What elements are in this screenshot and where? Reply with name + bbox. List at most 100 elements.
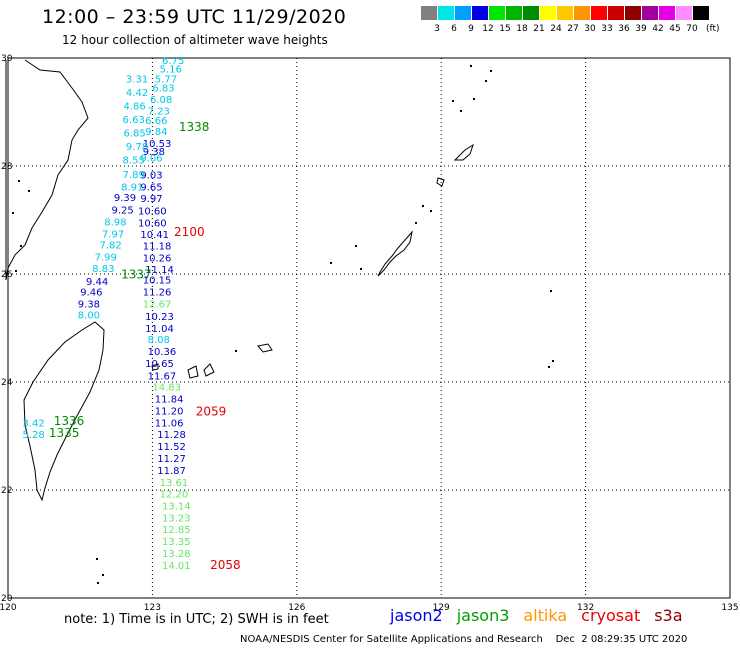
wave-height-value: 6.63 [123,115,145,126]
legend-label: 21 [533,24,545,34]
wave-height-value: 11.52 [157,442,186,453]
wave-height-value: 4.42 [126,88,148,99]
wave-height-value: 6.66 [145,116,167,127]
wave-height-value: 11.84 [155,395,184,406]
pass-time-label: 1335 [49,426,80,440]
islet [550,290,552,292]
satellite-legend: jason2 jason3 altika cryosat s3a [390,606,697,625]
legend-label: 39 [635,24,647,34]
legend-swatch [523,6,539,20]
legend-label: 70 [686,24,698,34]
legend-label: 27 [567,24,579,34]
wave-height-value: 12.67 [143,299,172,310]
islet [360,268,362,270]
wave-height-value: 8.08 [148,335,170,346]
pass-time-label: 1337 [121,267,152,281]
wave-height-value: 5.16 [160,65,182,76]
wave-height-value: 3.31 [126,74,148,85]
legend-swatch [625,6,641,20]
credit-line: NOAA/NESDIS Center for Satellite Applica… [240,634,688,645]
lon-tick-label: 135 [721,603,738,613]
wave-height-value: 9.84 [145,127,167,138]
wave-height-value: 9.38 [143,147,165,158]
lon-tick-label: 120 [0,603,17,613]
wave-height-value: 11.04 [145,324,174,335]
wave-height-value: 5.28 [22,430,44,441]
satellite-jason2: jason2 [390,606,443,625]
wave-height-value: 9.25 [111,206,133,217]
islet [96,558,98,560]
taiwan-coastline [23,321,105,502]
pass-time-label: 1338 [179,120,210,134]
lat-tick-label: 22 [1,486,12,496]
lat-tick-label: 30 [1,54,13,64]
yakushima-coastline [436,177,445,187]
lon-tick-label: 129 [433,603,450,613]
legend-swatch [472,6,488,20]
wave-height-value: 6.08 [150,95,172,106]
wave-height-value: 7.23 [148,107,170,118]
legend-swatch [421,6,437,20]
wave-height-value: 10.60 [138,207,167,218]
wave-height-value: 11.87 [157,466,186,477]
islet [415,222,417,224]
legend-swatch [591,6,607,20]
wave-height-value: 6.75 [162,56,184,67]
satellite-cryosat: cryosat [581,606,641,625]
islet [460,110,462,112]
lat-tick-label: 26 [1,270,13,280]
legend-swatch [659,6,675,20]
legend-swatch [608,6,624,20]
legend-unit: (ft) [706,24,720,34]
legend-swatch [540,6,556,20]
wave-height-value: 9.46 [80,288,102,299]
satellite-altika: altika [523,606,568,625]
pass-time-label: 2058 [210,558,241,572]
wave-height-value: 8.83 [92,264,114,275]
wave-height-value: 13.14 [162,501,191,512]
islet [452,100,454,102]
legend-label: 30 [584,24,596,34]
wave-height-value: 4.86 [124,101,146,112]
wave-height-values: 6.755.165.776.836.087.236.669.8410.539.3… [22,56,190,572]
islet [490,70,492,72]
axis-ticks: 20 22 24 26 28 30 120 123 126 129 132 135 [0,54,739,613]
wave-height-value: 7.89 [123,170,145,181]
legend-swatch [438,6,454,20]
islet [552,360,554,362]
page-title: 12:00 – 23:59 UTC 11/29/2020 [42,6,347,28]
islet [235,350,237,352]
pass-time-label: 2100 [174,225,205,239]
islet [18,180,20,182]
islet [473,98,475,100]
islet [12,212,14,214]
wave-height-value: 9.06 [140,154,162,165]
wave-height-value: 12.20 [160,490,189,501]
wave-height-value: 6.83 [152,83,174,94]
wave-height-value: 5.77 [155,74,177,85]
legend-label: 36 [618,24,630,34]
china-coastline [5,59,89,281]
wave-height-value: 11.67 [148,371,177,382]
legend-swatch [489,6,505,20]
wave-height-value: 10.53 [143,139,172,150]
wave-height-value: 13.61 [160,478,189,489]
wave-height-value: 13.23 [162,513,191,524]
wave-height-value: 13.35 [162,537,191,548]
legend-label: 15 [499,24,511,34]
wave-height-value: 11.06 [155,418,184,429]
wave-height-value: 13.28 [162,549,191,560]
wave-height-value: 9.39 [114,193,136,204]
wave-height-value: 8.00 [78,310,100,321]
satellite-s3a: s3a [654,606,683,625]
lon-tick-label: 126 [288,603,305,613]
islet [548,366,550,368]
wave-height-value: 11.28 [157,430,186,441]
legend-swatch [574,6,590,20]
islet [430,210,432,212]
legend-swatch [557,6,573,20]
islet [20,245,22,247]
legend-label: 33 [601,24,613,34]
